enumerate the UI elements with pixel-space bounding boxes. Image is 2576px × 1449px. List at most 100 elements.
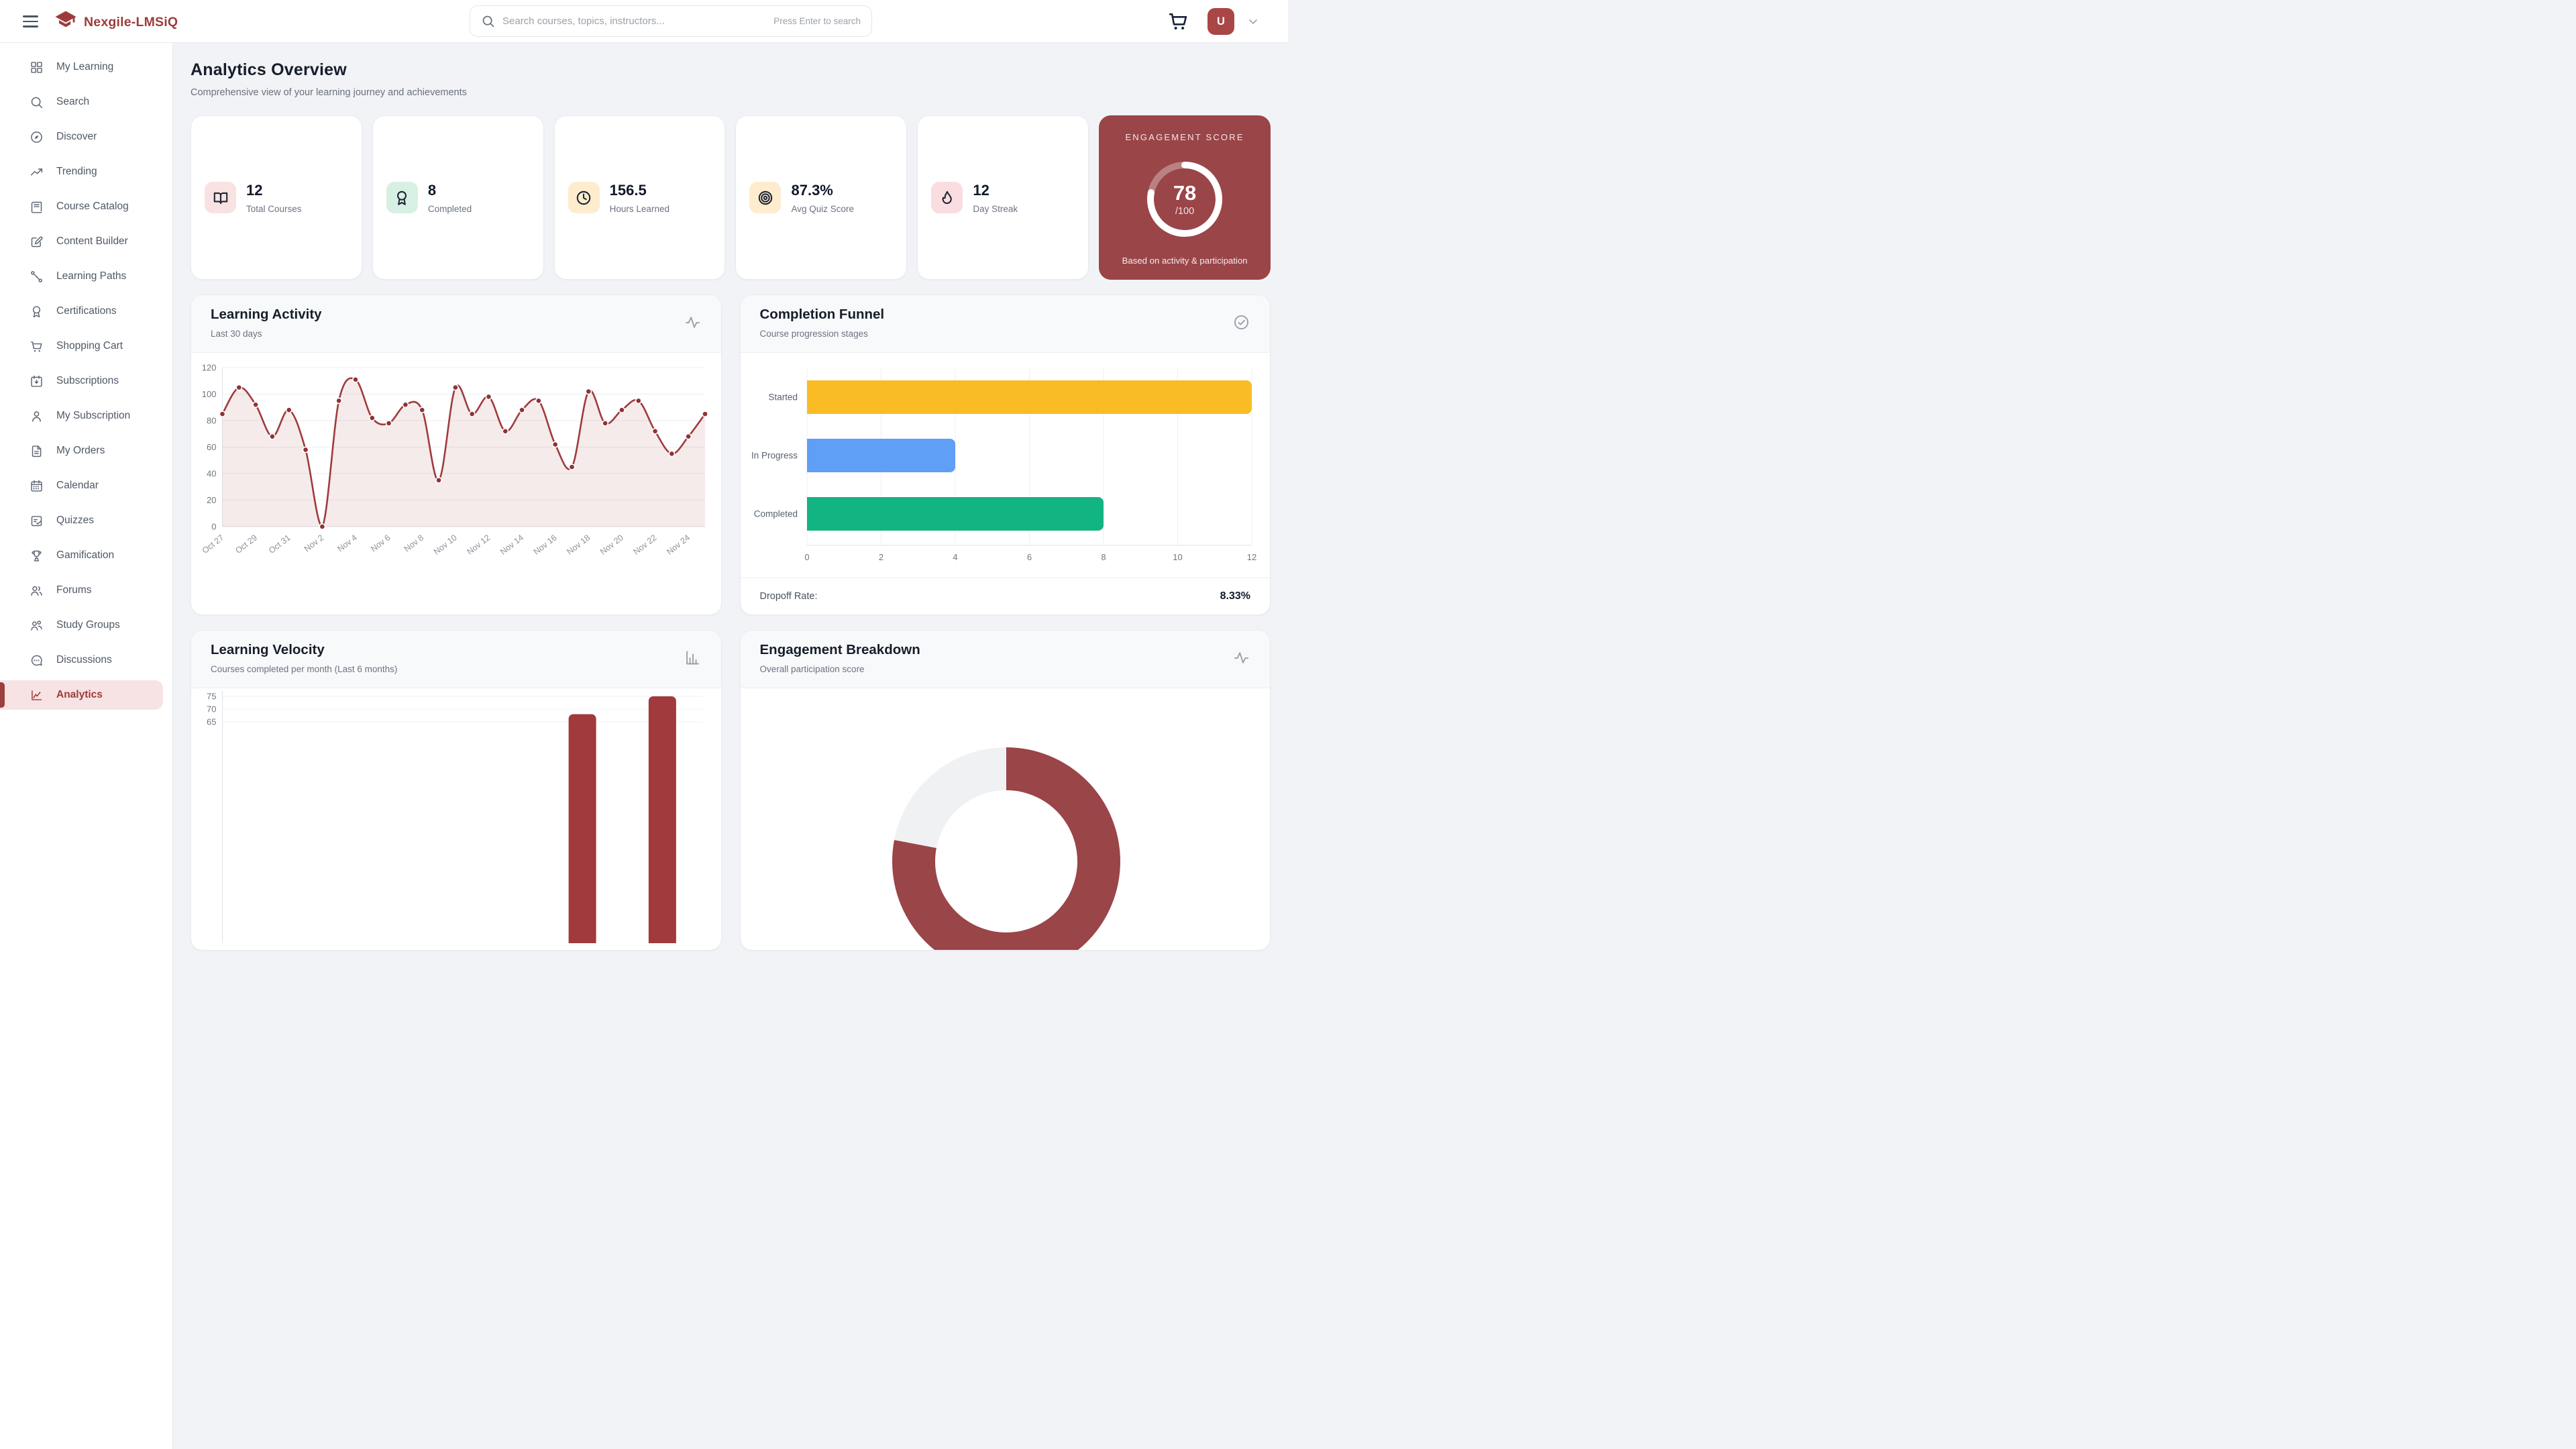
sidebar-item-forums[interactable]: Forums: [0, 576, 163, 605]
chart-line-icon: [30, 688, 44, 702]
search-icon: [30, 95, 44, 109]
svg-text:Nov 18: Nov 18: [565, 533, 592, 556]
calendar-down-icon: [30, 374, 44, 388]
learning-activity-header: Learning Activity Last 30 days: [191, 295, 721, 353]
edit-square-icon: [30, 235, 44, 249]
sidebar-item-certifications[interactable]: Certifications: [0, 297, 163, 326]
sidebar-item-label: Study Groups: [56, 619, 120, 631]
award-icon: [30, 305, 44, 319]
stat-label: Avg Quiz Score: [791, 203, 855, 214]
sidebar-item-search[interactable]: Search: [0, 87, 163, 117]
svg-text:100: 100: [202, 389, 217, 399]
learning-velocity-card: Learning Velocity Courses completed per …: [191, 630, 722, 951]
sidebar-item-my-learning[interactable]: My Learning: [0, 52, 163, 82]
sidebar-item-shopping-cart[interactable]: Shopping Cart: [0, 331, 163, 361]
chevron-down-icon[interactable]: [1246, 15, 1260, 32]
sidebar-item-trending[interactable]: Trending: [0, 157, 163, 186]
svg-text:Nov 12: Nov 12: [465, 533, 492, 556]
sidebar-item-label: Content Builder: [56, 235, 128, 247]
stat-label: Hours Learned: [609, 203, 669, 214]
brand-name: Nexgile-LMSiQ: [84, 15, 178, 30]
engagement-score-title: ENGAGEMENT SCORE: [1125, 132, 1244, 142]
engagement-breakdown-title: Engagement Breakdown: [759, 642, 920, 657]
sidebar-item-label: My Subscription: [56, 410, 131, 421]
chat-icon: [30, 653, 44, 667]
engagement-breakdown-header: Engagement Breakdown Overall participati…: [740, 631, 1270, 688]
learning-activity-card: Learning Activity Last 30 days 0 20 40 60 80…: [191, 294, 722, 615]
engagement-score-caption: Based on activity & participation: [1122, 256, 1248, 266]
svg-text:4: 4: [953, 552, 957, 562]
sidebar-item-quizzes[interactable]: Quizzes: [0, 506, 163, 535]
activity-icon: [1232, 649, 1250, 670]
stat-value: 12: [973, 181, 989, 199]
svg-text:10: 10: [1173, 552, 1182, 562]
engagement-score-ring: 78 /100: [1140, 154, 1230, 244]
sidebar-item-label: Discover: [56, 131, 97, 142]
flame-icon: [931, 182, 963, 213]
sidebar-item-content-builder[interactable]: Content Builder: [0, 227, 163, 256]
sidebar-item-label: My Orders: [56, 445, 105, 456]
engagement-score-max: /100: [1175, 205, 1195, 217]
file-icon: [30, 444, 44, 458]
svg-text:20: 20: [207, 495, 216, 505]
bar-chart-icon: [684, 649, 702, 670]
svg-text:Oct 29: Oct 29: [233, 533, 259, 555]
svg-text:80: 80: [207, 416, 216, 426]
sidebar-item-gamification[interactable]: Gamification: [0, 541, 163, 570]
completion-funnel-title: Completion Funnel: [759, 307, 885, 322]
stat-label: Total Courses: [246, 203, 302, 214]
clock-icon: [568, 182, 600, 213]
study-groups-icon: [30, 619, 44, 633]
sidebar-item-label: My Learning: [56, 61, 114, 72]
charts-row: Learning Activity Last 30 days 0 20 40 60 80…: [191, 294, 1271, 615]
svg-text:6: 6: [1026, 552, 1031, 562]
calendar-icon: [30, 479, 44, 493]
sidebar-item-calendar[interactable]: Calendar: [0, 471, 163, 500]
sidebar-item-label: Analytics: [56, 689, 103, 700]
svg-text:Nov 20: Nov 20: [598, 533, 625, 556]
sidebar-item-label: Trending: [56, 166, 97, 177]
sidebar-item-label: Calendar: [56, 480, 99, 491]
search-bar: Press Enter to search: [470, 5, 872, 37]
sidebar-item-my-subscription[interactable]: My Subscription: [0, 401, 163, 431]
stats-row: 12 Total Courses 8 Completed 156.5 Hours Lear…: [191, 115, 1271, 280]
sidebar-item-discover[interactable]: Discover: [0, 122, 163, 152]
menu-icon[interactable]: [23, 15, 38, 31]
sidebar-item-my-orders[interactable]: My Orders: [0, 436, 163, 466]
sidebar-item-label: Learning Paths: [56, 270, 127, 282]
stat-label: Completed: [427, 203, 472, 214]
sidebar-item-study-groups[interactable]: Study Groups: [0, 610, 163, 640]
svg-text:65: 65: [207, 717, 216, 727]
engagement-donut: [892, 747, 1120, 950]
users-icon: [30, 584, 44, 598]
sidebar-item-label: Course Catalog: [56, 201, 129, 212]
stat-value: 87.3%: [791, 181, 833, 199]
sidebar-item-label: Shopping Cart: [56, 340, 123, 352]
stat-value: 12: [246, 181, 263, 199]
learning-activity-subtitle: Last 30 days: [211, 329, 262, 339]
target-icon: [749, 182, 782, 213]
completion-funnel-subtitle: Course progression stages: [759, 329, 868, 339]
brand[interactable]: Nexgile-LMSiQ: [54, 9, 178, 36]
sidebar-item-discussions[interactable]: Discussions: [0, 645, 163, 675]
sidebar-item-course-catalog[interactable]: Course Catalog: [0, 192, 163, 221]
sidebar-item-subscriptions[interactable]: Subscriptions: [0, 366, 163, 396]
svg-text:Nov 24: Nov 24: [665, 533, 692, 556]
quiz-icon: [30, 514, 44, 528]
sidebar-item-learning-paths[interactable]: Learning Paths: [0, 262, 163, 291]
user-icon: [30, 409, 44, 423]
trophy-icon: [30, 549, 44, 563]
stat-value: 8: [427, 181, 437, 199]
sidebar-item-label: Certifications: [56, 305, 117, 317]
avatar[interactable]: U: [1208, 8, 1234, 35]
search-hint: Press Enter to search: [773, 16, 861, 26]
svg-text:75: 75: [207, 692, 216, 702]
stat-label: Day Streak: [973, 203, 1018, 214]
cart-icon[interactable]: [1167, 10, 1189, 36]
learning-velocity-chart: 75 70 65: [191, 688, 721, 943]
search-input[interactable]: [502, 15, 767, 27]
bottom-charts-row: Learning Velocity Courses completed per …: [191, 630, 1271, 951]
sidebar-item-analytics[interactable]: Analytics: [0, 680, 163, 710]
path-nodes-icon: [30, 270, 44, 284]
stat-card-total-courses: 12 Total Courses: [191, 115, 362, 280]
